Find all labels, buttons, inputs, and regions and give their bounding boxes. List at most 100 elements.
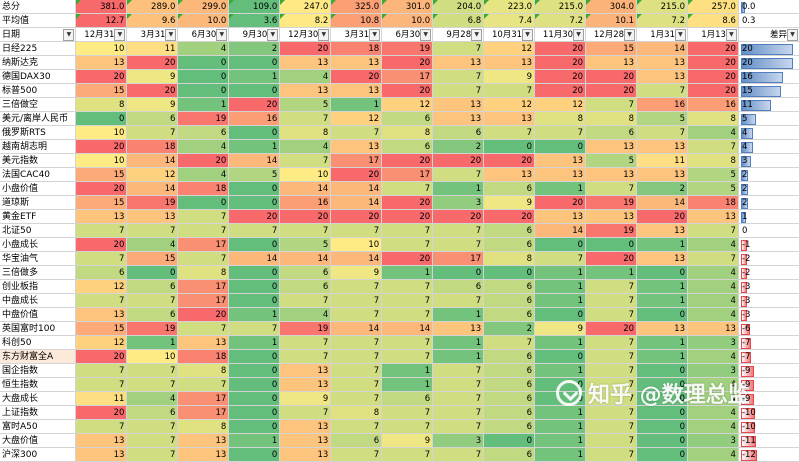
score-cell[interactable]: 1 — [636, 279, 688, 294]
score-cell[interactable]: 13 — [483, 167, 536, 182]
filter-dropdown-icon[interactable]: ▼ — [573, 29, 585, 41]
average-cell[interactable]: 7.2 — [534, 13, 587, 28]
score-cell[interactable]: 7 — [432, 167, 485, 182]
filter-dropdown-icon[interactable]: ▼ — [624, 29, 636, 41]
date-column-header[interactable]: 1月31 ▼ — [636, 27, 688, 42]
score-cell[interactable]: 0 — [636, 363, 688, 378]
score-cell[interactable]: 6 — [126, 111, 179, 126]
score-cell[interactable]: 1 — [534, 265, 587, 280]
diff-cell[interactable]: 2 — [738, 167, 800, 182]
score-cell[interactable]: 0 — [534, 307, 587, 322]
score-cell[interactable]: 6 — [483, 405, 536, 420]
score-cell[interactable]: 13 — [585, 139, 638, 154]
score-cell[interactable]: 7 — [432, 377, 485, 392]
score-cell[interactable]: 7 — [585, 293, 638, 308]
score-cell[interactable]: 0 — [228, 405, 281, 420]
score-cell[interactable]: 13 — [75, 447, 128, 462]
total-cell[interactable]: 215.0 — [534, 0, 587, 14]
score-cell[interactable]: 7 — [585, 181, 638, 196]
score-cell[interactable]: 17 — [381, 167, 434, 182]
score-cell[interactable]: 20 — [381, 55, 434, 70]
score-cell[interactable]: 0 — [432, 265, 485, 280]
index-name-cell[interactable]: 科创50 — [0, 335, 77, 350]
score-cell[interactable]: 7 — [75, 363, 128, 378]
score-cell[interactable]: 7 — [228, 223, 281, 238]
average-cell[interactable]: 10.1 — [585, 13, 638, 28]
score-cell[interactable]: 13 — [585, 209, 638, 224]
score-cell[interactable]: 20 — [177, 153, 230, 168]
score-cell[interactable]: 1 — [381, 377, 434, 392]
index-name-cell[interactable]: 日经225 — [0, 41, 77, 56]
diff-cell[interactable]: -12 — [738, 447, 800, 462]
score-cell[interactable]: 20 — [279, 41, 332, 56]
score-cell[interactable]: 0 — [534, 391, 587, 406]
score-cell[interactable]: 4 — [126, 237, 179, 252]
score-cell[interactable]: 3 — [687, 433, 739, 448]
diff-cell[interactable]: 2 — [738, 195, 800, 210]
score-cell[interactable]: 20 — [75, 181, 128, 196]
score-cell[interactable]: 4 — [687, 349, 739, 364]
score-cell[interactable]: 6 — [177, 125, 230, 140]
score-cell[interactable]: 13 — [330, 55, 383, 70]
score-cell[interactable]: 8 — [177, 419, 230, 434]
diff-cell[interactable]: -3 — [738, 279, 800, 294]
score-cell[interactable]: 7 — [330, 223, 383, 238]
diff-cell[interactable]: -7 — [738, 335, 800, 350]
score-cell[interactable]: 7 — [330, 447, 383, 462]
score-cell[interactable]: 4 — [177, 139, 230, 154]
score-cell[interactable]: 0 — [228, 349, 281, 364]
score-cell[interactable]: 12 — [381, 97, 434, 112]
score-cell[interactable]: 15 — [75, 167, 128, 182]
score-cell[interactable]: 13 — [279, 55, 332, 70]
filter-dropdown-icon[interactable]: ▼ — [216, 29, 228, 41]
score-cell[interactable]: 3 — [687, 363, 739, 378]
score-cell[interactable]: 1 — [381, 363, 434, 378]
score-cell[interactable]: 7 — [330, 279, 383, 294]
score-cell[interactable]: 7 — [279, 335, 332, 350]
score-cell[interactable]: 7 — [432, 223, 485, 238]
score-cell[interactable]: 7 — [75, 223, 128, 238]
score-cell[interactable]: 10 — [279, 167, 332, 182]
score-cell[interactable]: 7 — [75, 293, 128, 308]
score-cell[interactable]: 1 — [330, 97, 383, 112]
score-cell[interactable]: 7 — [432, 447, 485, 462]
score-cell[interactable]: 4 — [687, 265, 739, 280]
index-name-cell[interactable]: 沪深300 — [0, 447, 77, 462]
score-cell[interactable]: 0 — [636, 447, 688, 462]
score-cell[interactable]: 20 — [534, 69, 587, 84]
score-cell[interactable]: 20 — [126, 83, 179, 98]
score-cell[interactable]: 7 — [381, 223, 434, 238]
score-cell[interactable]: 17 — [330, 153, 383, 168]
score-cell[interactable]: 7 — [126, 433, 179, 448]
diff-cell[interactable]: 16 — [738, 69, 800, 84]
date-column-header[interactable]: 12月31 ▼ — [75, 27, 128, 42]
score-cell[interactable]: 13 — [636, 55, 688, 70]
score-cell[interactable]: 6 — [585, 125, 638, 140]
index-name-cell[interactable]: 纳斯达克 — [0, 55, 77, 70]
score-cell[interactable]: 7 — [381, 293, 434, 308]
score-cell[interactable]: 6 — [381, 391, 434, 406]
date-column-header[interactable]: 9月30 ▼ — [228, 27, 281, 42]
score-cell[interactable]: 20 — [381, 153, 434, 168]
score-cell[interactable]: 0 — [483, 433, 536, 448]
score-cell[interactable]: 1 — [636, 293, 688, 308]
score-cell[interactable]: 0 — [585, 237, 638, 252]
score-cell[interactable]: 6 — [483, 237, 536, 252]
score-cell[interactable]: 7 — [381, 349, 434, 364]
score-cell[interactable]: 7 — [381, 405, 434, 420]
score-cell[interactable]: 20 — [432, 153, 485, 168]
score-cell[interactable]: 5 — [228, 167, 281, 182]
diff-cell[interactable]: -3 — [738, 293, 800, 308]
score-cell[interactable]: 5 — [279, 97, 332, 112]
score-cell[interactable]: 6 — [279, 265, 332, 280]
score-cell[interactable]: 3 — [432, 433, 485, 448]
score-cell[interactable]: 8 — [381, 125, 434, 140]
score-cell[interactable]: 13 — [177, 447, 230, 462]
score-cell[interactable]: 20 — [228, 97, 281, 112]
score-cell[interactable]: 11 — [75, 391, 128, 406]
score-cell[interactable]: 1 — [432, 307, 485, 322]
score-cell[interactable]: 14 — [330, 195, 383, 210]
score-cell[interactable]: 1 — [636, 335, 688, 350]
diff-cell[interactable]: -7 — [738, 349, 800, 364]
score-cell[interactable]: 0 — [228, 363, 281, 378]
